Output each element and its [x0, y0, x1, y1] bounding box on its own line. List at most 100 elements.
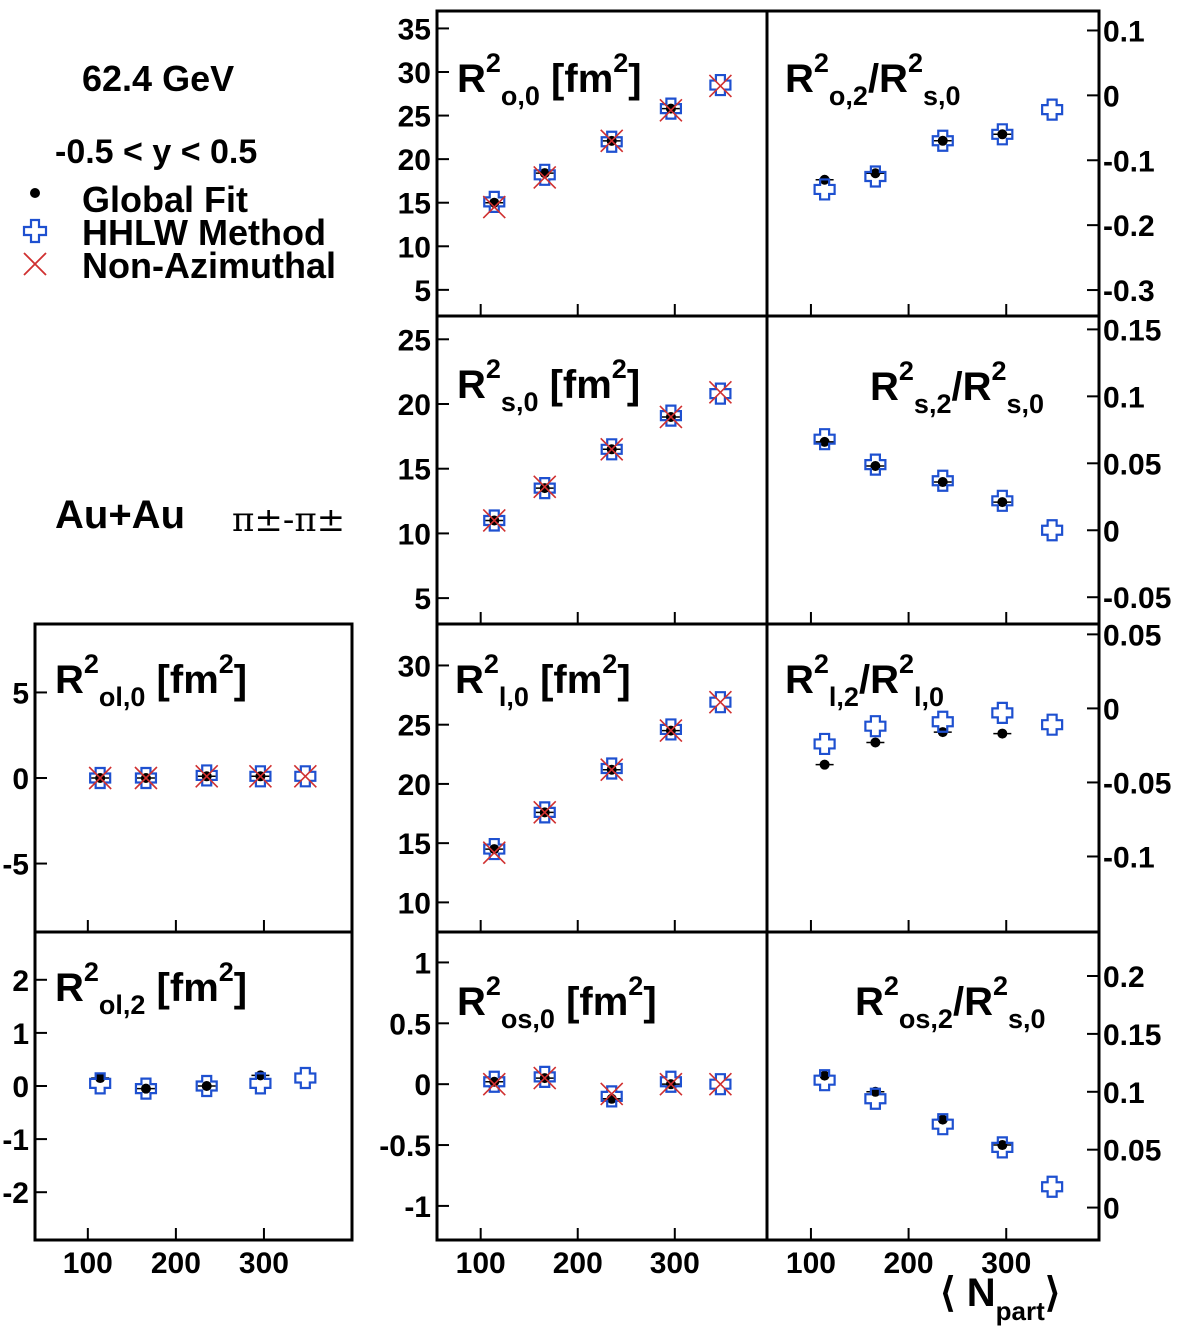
y-tick-label: 10	[398, 518, 431, 551]
non-azimuthal-point	[659, 405, 683, 429]
global-fit-point	[937, 477, 948, 488]
non-azimuthal-point	[88, 766, 112, 790]
y-tick-label: 0.15	[1103, 1019, 1161, 1052]
panel-title: R2o,2/R2s,0	[785, 48, 961, 111]
legend-label: HHLW Method	[82, 212, 326, 253]
hhlw-point	[931, 469, 954, 492]
non-azimuthal-point	[600, 1082, 624, 1106]
global-fit-point	[819, 759, 830, 770]
hhlw-point	[991, 1136, 1014, 1159]
panel-title: R2ol,2 [fm2]	[55, 957, 247, 1020]
y-tick-label: -0.2	[1103, 210, 1155, 243]
hhlw-point	[1041, 713, 1064, 736]
y-tick-label: 15	[398, 188, 431, 221]
hhlw-point	[89, 1072, 112, 1095]
hhlw-point	[533, 163, 556, 186]
y-tick-label: 30	[398, 650, 431, 683]
x-axis-title: ⟨ Npart⟩	[940, 1271, 1061, 1326]
y-tick-label: 0.1	[1103, 15, 1145, 48]
y-tick-label: 0.1	[1103, 381, 1145, 414]
y-tick-label: 35	[398, 13, 431, 46]
hhlw-point	[600, 1085, 623, 1108]
non-azimuthal-point	[533, 475, 557, 499]
y-tick-label: 15	[398, 454, 431, 487]
y-tick-label: 0.5	[389, 1008, 431, 1041]
non-azimuthal-point	[533, 165, 557, 190]
x-tick-label: 300	[650, 1247, 700, 1280]
hhlw-point	[813, 732, 836, 756]
non-azimuthal-point	[195, 764, 219, 788]
x-tick-label: 200	[884, 1247, 934, 1280]
legend-label: Global Fit	[82, 179, 248, 220]
y-tick-label: 0.05	[1103, 619, 1161, 652]
x-tick-label: 200	[151, 1247, 201, 1280]
y-tick-label: 25	[398, 324, 431, 357]
y-tick-label: 20	[398, 144, 431, 177]
global-fit-point	[539, 483, 550, 494]
x-tick-label: 300	[239, 1247, 289, 1280]
global-fit-point	[997, 728, 1008, 739]
y-tick-label: 0.05	[1103, 1135, 1161, 1168]
y-tick-label: 0	[1103, 515, 1120, 548]
hhlw-point	[709, 382, 732, 405]
hhlw-point	[134, 1077, 158, 1100]
rapidity-label: -0.5 < y < 0.5	[55, 133, 258, 171]
y-tick-label: 15	[398, 828, 431, 861]
non-azimuthal-point	[600, 758, 624, 782]
y-tick-label: 1	[414, 947, 431, 980]
non-azimuthal-point	[533, 800, 557, 824]
y-tick-label: 10	[398, 887, 431, 920]
y-tick-label: 0	[1103, 693, 1120, 726]
y-tick-label: 5	[12, 677, 29, 710]
hhlw-point	[533, 477, 556, 500]
global-fit-point	[489, 844, 500, 855]
panel-frame	[765, 930, 1101, 1242]
y-tick-label: 20	[398, 389, 431, 422]
global-fit-point	[819, 1070, 830, 1081]
hhlw-point	[533, 1065, 556, 1088]
y-tick-label: 0	[12, 1071, 29, 1104]
non-azimuthal-point	[708, 74, 732, 98]
hhlw-point	[659, 1070, 683, 1093]
hhlw-point	[864, 1087, 887, 1110]
hhlw-point	[659, 718, 683, 741]
non-azimuthal-point	[708, 690, 732, 714]
global-fit-point	[819, 436, 830, 447]
non-azimuthal-point	[600, 437, 624, 461]
panel-title: R2s,0 [fm2]	[457, 354, 640, 417]
y-tick-label: 2	[12, 965, 29, 998]
collision-system-label: Au+Au	[55, 493, 185, 537]
global-fit-point	[997, 497, 1008, 508]
y-tick-label: 10	[398, 231, 431, 264]
global-fit-point	[201, 1081, 212, 1091]
open-cross-marker-icon	[22, 218, 48, 244]
y-tick-label: -0.5	[379, 1130, 431, 1163]
hhlw-point	[249, 1072, 272, 1095]
panel-title: R2s,2/R2s,0	[870, 356, 1044, 419]
non-azimuthal-point	[708, 380, 732, 404]
hhlw-point	[1041, 519, 1064, 542]
hhlw-point	[813, 428, 836, 451]
panel-title: R2l,0 [fm2]	[455, 649, 631, 712]
global-fit-point	[937, 135, 948, 146]
y-tick-label: 25	[398, 101, 431, 134]
hhlw-point	[864, 165, 887, 188]
panel-title: R2os,2/R2s,0	[855, 971, 1046, 1034]
hhlw-point	[1041, 98, 1064, 121]
dot-marker-icon	[30, 188, 40, 198]
y-tick-label: 25	[398, 710, 431, 743]
y-tick-label: 5	[414, 275, 431, 308]
y-tick-label: 5	[414, 583, 431, 616]
hhlw-point	[864, 453, 887, 476]
hhlw-point	[991, 489, 1014, 512]
y-tick-label: 1	[12, 1018, 29, 1051]
hhlw-point	[813, 178, 836, 201]
y-tick-label: 0	[414, 1069, 431, 1102]
hhlw-point	[659, 97, 683, 120]
global-fit-point	[937, 1114, 948, 1125]
hhlw-point	[931, 1113, 954, 1136]
global-fit-point	[489, 1076, 500, 1087]
y-tick-label: 0	[1103, 80, 1120, 113]
x-tick-label: 100	[63, 1247, 113, 1280]
